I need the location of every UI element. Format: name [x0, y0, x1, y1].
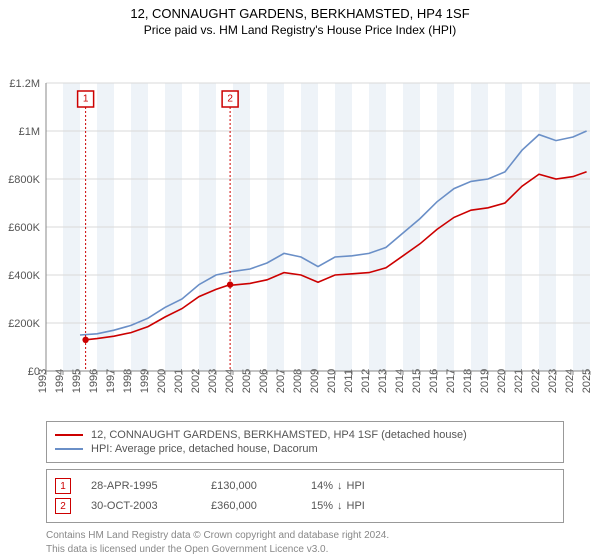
svg-text:1999: 1999 [139, 369, 151, 393]
svg-text:2014: 2014 [394, 369, 406, 393]
svg-text:1994: 1994 [54, 369, 66, 393]
legend-label: 12, CONNAUGHT GARDENS, BERKHAMSTED, HP4 … [91, 429, 467, 441]
svg-text:1993: 1993 [37, 369, 49, 393]
svg-text:2012: 2012 [360, 369, 372, 393]
svg-text:2009: 2009 [309, 369, 321, 393]
svg-text:2018: 2018 [462, 369, 474, 393]
diff-pct: 15% [311, 500, 333, 512]
chart-plot: £0£200K£400K£600K£800K£1M£1.2M1993199419… [0, 37, 600, 417]
svg-text:2020: 2020 [496, 369, 508, 393]
svg-text:1998: 1998 [122, 369, 134, 393]
svg-text:2001: 2001 [173, 369, 185, 393]
chart-titles: 12, CONNAUGHT GARDENS, BERKHAMSTED, HP4 … [0, 0, 600, 37]
svg-text:2021: 2021 [513, 369, 525, 393]
footer-line: Contains HM Land Registry data © Crown c… [46, 529, 564, 543]
svg-text:2022: 2022 [530, 369, 542, 393]
svg-text:2013: 2013 [377, 369, 389, 393]
chart-title-address: 12, CONNAUGHT GARDENS, BERKHAMSTED, HP4 … [0, 6, 600, 21]
svg-text:2003: 2003 [207, 369, 219, 393]
svg-text:2017: 2017 [445, 369, 457, 393]
transaction-price: £360,000 [211, 500, 291, 512]
transaction-row: 1 28-APR-1995 £130,000 14% ↓ HPI [55, 476, 555, 496]
diff-suffix: HPI [347, 480, 365, 492]
bottom-panel: 12, CONNAUGHT GARDENS, BERKHAMSTED, HP4 … [46, 421, 564, 523]
svg-text:2005: 2005 [241, 369, 253, 393]
transaction-date: 30-OCT-2003 [91, 500, 191, 512]
svg-text:2011: 2011 [343, 369, 355, 393]
svg-text:1: 1 [83, 94, 89, 105]
transaction-diff: 15% ↓ HPI [311, 500, 391, 512]
chart-container: 12, CONNAUGHT GARDENS, BERKHAMSTED, HP4 … [0, 0, 600, 560]
transaction-marker: 2 [55, 498, 71, 514]
svg-text:2004: 2004 [224, 369, 236, 393]
svg-text:2008: 2008 [292, 369, 304, 393]
svg-text:2019: 2019 [479, 369, 491, 393]
svg-text:2023: 2023 [547, 369, 559, 393]
svg-text:2000: 2000 [156, 369, 168, 393]
svg-text:2002: 2002 [190, 369, 202, 393]
transaction-table: 1 28-APR-1995 £130,000 14% ↓ HPI 2 30-OC… [46, 469, 564, 523]
svg-text:£1M: £1M [19, 126, 40, 138]
svg-text:£1.2M: £1.2M [9, 78, 40, 90]
svg-text:1996: 1996 [88, 369, 100, 393]
legend-row: 12, CONNAUGHT GARDENS, BERKHAMSTED, HP4 … [55, 428, 555, 442]
transaction-diff: 14% ↓ HPI [311, 480, 391, 492]
arrow-down-icon: ↓ [337, 480, 343, 492]
svg-text:£200K: £200K [8, 318, 40, 330]
svg-text:2024: 2024 [564, 369, 576, 393]
transaction-marker: 1 [55, 478, 71, 494]
svg-text:£400K: £400K [8, 270, 40, 282]
svg-text:£600K: £600K [8, 222, 40, 234]
svg-text:1995: 1995 [71, 369, 83, 393]
svg-text:£800K: £800K [8, 174, 40, 186]
legend-box: 12, CONNAUGHT GARDENS, BERKHAMSTED, HP4 … [46, 421, 564, 463]
legend-row: HPI: Average price, detached house, Daco… [55, 442, 555, 456]
svg-text:2016: 2016 [428, 369, 440, 393]
transaction-date: 28-APR-1995 [91, 480, 191, 492]
svg-text:1997: 1997 [105, 369, 117, 393]
chart-svg: £0£200K£400K£600K£800K£1M£1.2M1993199419… [0, 37, 600, 417]
transaction-row: 2 30-OCT-2003 £360,000 15% ↓ HPI [55, 496, 555, 516]
footer-attribution: Contains HM Land Registry data © Crown c… [46, 529, 564, 556]
arrow-down-icon: ↓ [337, 500, 343, 512]
footer-line: This data is licensed under the Open Gov… [46, 543, 564, 557]
svg-text:2007: 2007 [275, 369, 287, 393]
chart-title-sub: Price paid vs. HM Land Registry's House … [0, 23, 600, 37]
diff-suffix: HPI [347, 500, 365, 512]
svg-text:2010: 2010 [326, 369, 338, 393]
legend-swatch [55, 434, 83, 436]
svg-text:2015: 2015 [411, 369, 423, 393]
svg-text:2006: 2006 [258, 369, 270, 393]
svg-text:2: 2 [227, 94, 233, 105]
svg-text:2025: 2025 [581, 369, 593, 393]
legend-label: HPI: Average price, detached house, Daco… [91, 443, 318, 455]
diff-pct: 14% [311, 480, 333, 492]
legend-swatch [55, 448, 83, 450]
transaction-price: £130,000 [211, 480, 291, 492]
